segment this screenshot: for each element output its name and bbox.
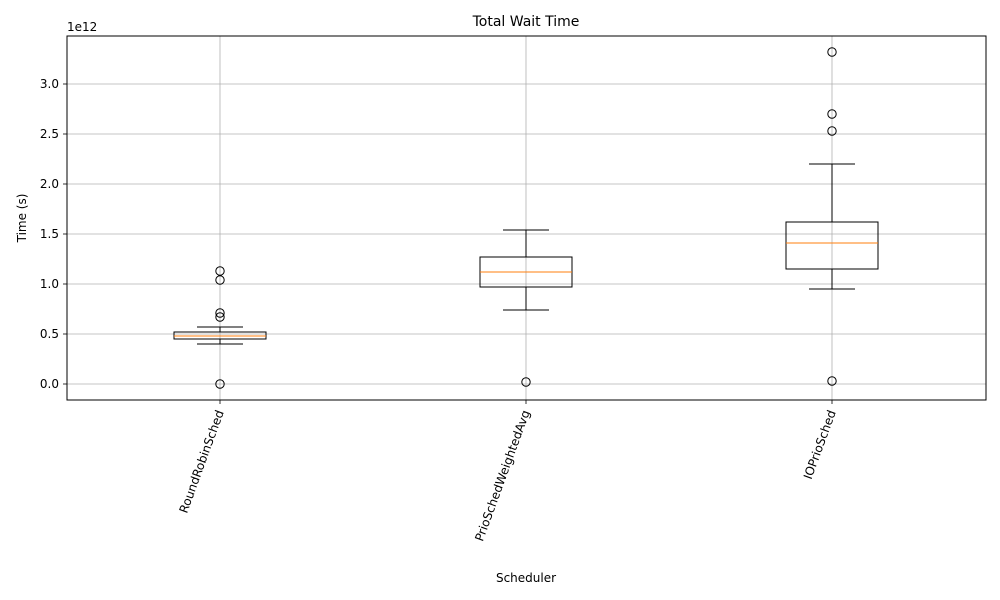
y-tick-label: 1.0: [40, 277, 59, 291]
x-tick-label: IOPrioSched: [801, 408, 839, 481]
outlier-point: [521, 377, 531, 387]
chart-title: Total Wait Time: [472, 14, 580, 30]
outlier-point: [827, 376, 837, 386]
outlier-point: [215, 379, 225, 389]
outlier-point: [827, 126, 837, 136]
outlier-point: [215, 308, 225, 318]
y-tick-label: 0.0: [40, 377, 59, 391]
outlier-point: [215, 312, 225, 322]
y-axis-label: Time (s): [15, 194, 29, 244]
outlier-point: [215, 266, 225, 276]
box-group: [479, 229, 573, 387]
x-axis-label: Scheduler: [496, 571, 556, 585]
iqr-box: [785, 221, 879, 270]
y-tick-label: 1.5: [40, 227, 59, 241]
y-tick-label: 0.5: [40, 327, 59, 341]
box-group: [785, 47, 879, 386]
outlier-point: [827, 47, 837, 57]
y-tick-label: 3.0: [40, 77, 59, 91]
plot-frame: [66, 35, 987, 401]
x-tick-label: RoundRobinSched: [177, 408, 227, 515]
y-offset-text: 1e12: [67, 20, 97, 34]
y-tick-label: 2.0: [40, 177, 59, 191]
outlier-point: [827, 109, 837, 119]
box-group: [173, 266, 267, 389]
grid-layer: [67, 36, 986, 400]
x-tick-label: PrioSchedWeightedAvg: [472, 408, 533, 543]
y-tick-label: 2.5: [40, 127, 59, 141]
axis-layer: 0.0 0.5 1.0 1.5 2.0 2.5 3.0 RoundRobinSched Prio…: [40, 77, 839, 543]
outlier-point: [215, 275, 225, 285]
box-layer: [173, 47, 879, 389]
